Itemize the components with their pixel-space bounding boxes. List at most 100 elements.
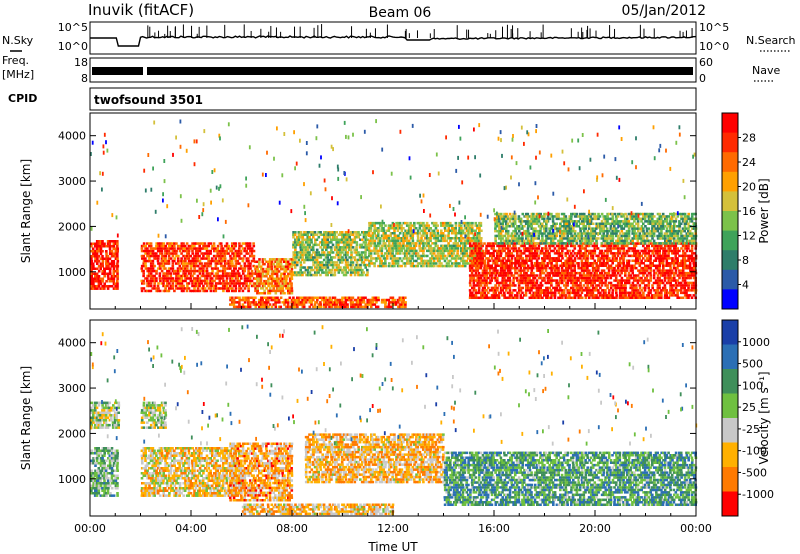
heatmap-cell: [611, 247, 615, 250]
heatmap-cell: [357, 273, 360, 277]
heatmap-cell: [448, 247, 452, 250]
heatmap-cell: [209, 249, 212, 253]
heatmap-cell: [153, 247, 156, 250]
heatmap-cell: [552, 249, 555, 253]
heatmap-cell: [582, 284, 586, 287]
heatmap-cell: [616, 286, 620, 290]
heatmap-cell: [570, 269, 573, 272]
heatmap-cell: [514, 264, 517, 267]
heatmap-cell: [308, 301, 311, 304]
heatmap-cell: [377, 296, 380, 299]
heatmap-cell: [517, 254, 521, 258]
heatmap-cell: [458, 224, 461, 227]
heatmap-cell: [104, 285, 108, 288]
heatmap-cell: [420, 221, 423, 225]
heatmap-cell: [618, 252, 622, 255]
heatmap-cell: [303, 248, 306, 252]
heatmap-cell: [521, 291, 524, 295]
heatmap-cell: [575, 252, 579, 255]
heatmap-cell: [301, 301, 304, 304]
heatmap-cell: [292, 246, 295, 249]
heatmap-cell: [618, 294, 622, 297]
heatmap-cell: [418, 254, 422, 258]
heatmap-cell: [485, 266, 488, 270]
heatmap-cell: [259, 272, 263, 276]
heatmap-cell: [524, 247, 528, 250]
heatmap-cell: [551, 266, 555, 270]
heatmap-cell: [225, 272, 229, 275]
heatmap-cell: [162, 284, 165, 288]
heatmap-cell: [527, 249, 530, 253]
heatmap-cell: [373, 244, 377, 248]
heatmap-cell: [566, 266, 569, 270]
heatmap-cell: [105, 250, 108, 253]
heatmap-cell: [508, 296, 512, 299]
heatmap-cell: [426, 259, 429, 263]
heatmap-cell: [566, 279, 570, 282]
heatmap-cell: [525, 279, 528, 282]
heatmap-cell: [299, 248, 303, 252]
heatmap-cell: [579, 257, 582, 260]
heatmap-cell: [591, 289, 595, 292]
heatmap-cell: [660, 291, 663, 295]
heatmap-cell: [158, 289, 162, 293]
heatmap-cell: [342, 266, 346, 269]
heatmap-cell: [333, 238, 337, 241]
heatmap-cell: [284, 258, 288, 261]
heatmap-cell: [200, 267, 204, 270]
heatmap-cell: [654, 259, 658, 262]
heatmap-cell: [230, 244, 234, 248]
heatmap-cell: [660, 294, 663, 297]
heatmap-cell: [285, 298, 288, 302]
heatmap-cell: [441, 234, 445, 237]
heatmap-cell: [147, 282, 151, 285]
heatmap-cell: [535, 247, 539, 250]
heatmap-cell: [503, 266, 506, 270]
heatmap-cell: [279, 267, 283, 271]
heatmap-cell: [409, 227, 413, 230]
heatmap-cell: [427, 239, 431, 243]
heatmap-cell: [182, 264, 185, 268]
heatmap-cell: [108, 257, 112, 260]
heatmap-cell: [144, 252, 147, 255]
heatmap-cell: [549, 257, 553, 260]
heatmap-cell: [542, 291, 546, 295]
heatmap-cell: [387, 224, 391, 227]
heatmap-cell: [339, 233, 342, 236]
heatmap-cell: [438, 234, 442, 237]
heatmap-cell: [582, 262, 586, 265]
heatmap-cell: [591, 296, 594, 299]
heatmap-cell: [301, 258, 304, 262]
heatmap-cell: [326, 243, 330, 247]
heatmap-cell: [568, 289, 571, 292]
heatmap-cell: [166, 279, 169, 283]
heatmap-cell: [326, 271, 329, 274]
heatmap-cell: [478, 279, 481, 282]
heatmap-cell: [236, 259, 240, 263]
heatmap-cell: [420, 254, 423, 258]
heatmap-cell: [432, 224, 436, 227]
heatmap-cell: [339, 303, 342, 306]
heatmap-cell: [105, 280, 108, 283]
heatmap-cell: [95, 247, 99, 250]
heatmap-cell: [248, 303, 252, 306]
heatmap-cell: [510, 266, 513, 270]
heatmap-cell: [609, 244, 613, 248]
heatmap-cell: [638, 264, 642, 267]
heatmap-cell: [535, 296, 539, 299]
heatmap-cell: [494, 274, 497, 277]
heatmap-cell: [584, 252, 588, 255]
heatmap-cell: [597, 276, 600, 280]
heatmap-cell: [361, 296, 364, 299]
station-title: Inuvik (fitACF): [88, 1, 194, 19]
heatmap-cell: [573, 257, 577, 260]
heatmap-cell: [489, 281, 492, 285]
heatmap-cell: [654, 271, 658, 275]
heatmap-cell: [416, 239, 420, 243]
heatmap-cell: [476, 227, 479, 230]
heatmap-cell: [445, 262, 449, 265]
heatmap-cell: [642, 291, 645, 295]
heatmap-cell: [358, 256, 362, 259]
heatmap-cell: [444, 244, 447, 248]
heatmap-cell: [227, 287, 231, 290]
